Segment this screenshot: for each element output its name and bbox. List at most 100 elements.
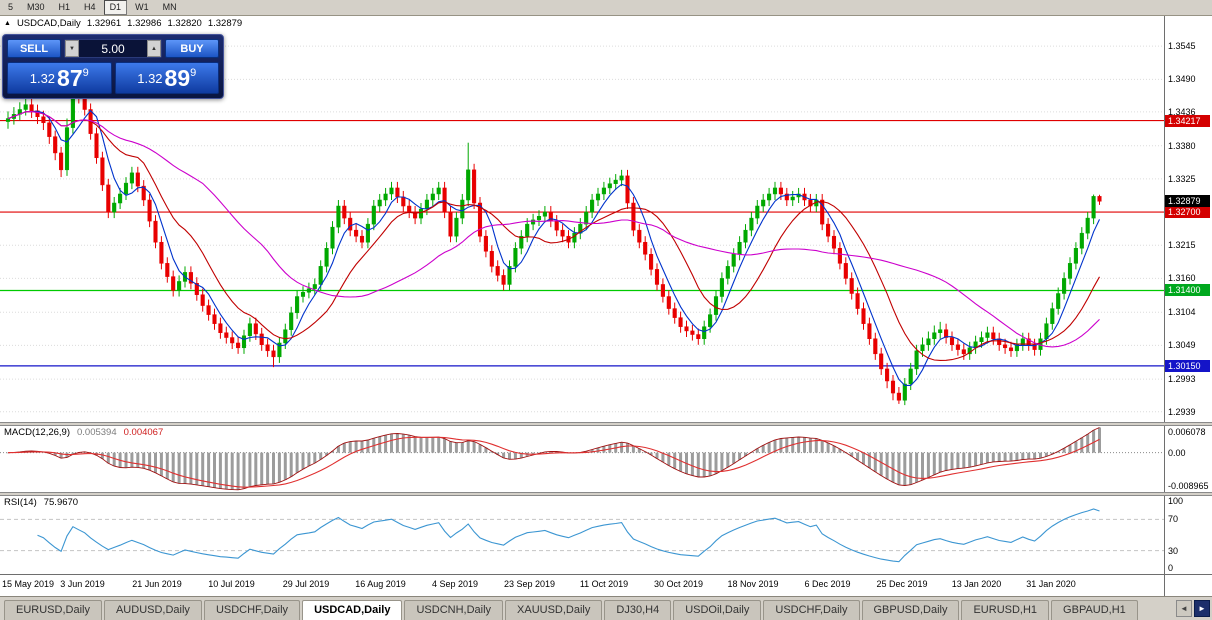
buy-button[interactable]: BUY — [165, 39, 219, 58]
macd-axis-label: 0.00 — [1168, 447, 1186, 458]
macd-axis[interactable]: 0.006078 0.00 -0.008965 — [1165, 426, 1211, 492]
volume-increase-icon[interactable]: ▲ — [147, 40, 161, 57]
tab-scroll-left-icon[interactable]: ◄ — [1176, 600, 1192, 617]
hline-price-tag: 1.30150 — [1165, 359, 1210, 372]
macd-canvas — [0, 427, 1164, 491]
date-label: 4 Sep 2019 — [431, 579, 479, 589]
chart-tab-eurusd-h1[interactable]: EURUSD,H1 — [961, 600, 1050, 620]
rsi-name: RSI(14) — [4, 497, 37, 508]
hline-price-tag: 1.31400 — [1165, 284, 1210, 297]
chart-tab-gbpusd-daily[interactable]: GBPUSD,Daily — [861, 600, 960, 620]
rsi-label: RSI(14) 75.9670 — [4, 497, 78, 508]
price-axis-label: 1.3215 — [1168, 240, 1196, 251]
timeframe-button-d1[interactable]: D1 — [103, 0, 128, 15]
rsi-chart[interactable]: RSI(14) 75.9670 — [0, 496, 1165, 574]
rsi-axis-label: 0 — [1168, 563, 1174, 573]
date-label: 3 Jun 2019 — [60, 579, 105, 589]
chart-tab-audusd-daily[interactable]: AUDUSD,Daily — [103, 600, 202, 620]
tab-scroll-right-icon[interactable]: ► — [1194, 600, 1210, 617]
chart-tab-eurusd-daily[interactable]: EURUSD,Daily — [4, 600, 102, 620]
hline-price-tag: 1.32700 — [1165, 206, 1210, 219]
chart-tab-usdchf-daily[interactable]: USDCHF,Daily — [763, 600, 860, 620]
macd-indicator-pane: MACD(12,26,9) 0.005394 0.004067 0.006078… — [0, 426, 1212, 492]
rsi-axis-label: 100 — [1168, 496, 1184, 506]
price-axis-label: 1.2993 — [1168, 374, 1196, 385]
buy-price-button[interactable]: 1.32 89 9 — [114, 62, 219, 94]
date-label: 18 Nov 2019 — [727, 579, 779, 589]
chart-tab-usdoil-daily[interactable]: USDOil,Daily — [673, 600, 762, 620]
time-axis[interactable]: 15 May 2019 3 Jun 2019 21 Jun 2019 10 Jul 2… — [0, 575, 1165, 596]
sell-price-button[interactable]: 1.32 87 9 — [7, 62, 112, 94]
date-label: 23 Sep 2019 — [503, 579, 556, 589]
candlestick-canvas — [0, 45, 1164, 413]
ohlc-close-value: 1.32879 — [207, 18, 243, 29]
axis-corner — [1165, 575, 1211, 596]
rsi-axis-label: 70 — [1168, 514, 1179, 525]
timeframe-button-m30[interactable]: M30 — [21, 0, 51, 15]
macd-pane-splitter[interactable] — [0, 422, 1212, 426]
buy-price-pips: 89 — [164, 64, 191, 91]
date-label: 29 Jul 2019 — [282, 579, 330, 589]
sell-price-base: 1.32 — [29, 70, 56, 86]
volume-value[interactable]: 5.00 — [101, 41, 125, 56]
buy-price-point: 9 — [190, 67, 197, 79]
price-axis-label: 1.3325 — [1168, 173, 1196, 184]
macd-signal-value: 0.004067 — [123, 427, 164, 438]
rsi-axis-label: 30 — [1168, 545, 1179, 556]
chart-tab-usdcnh-daily[interactable]: USDCNH,Daily — [404, 600, 504, 620]
price-axis[interactable]: 1.35451.34901.34361.33801.33251.32701.32… — [1165, 16, 1211, 422]
chart-tab-dj30-h4[interactable]: DJ30,H4 — [604, 600, 672, 620]
macd-axis-label: -0.008965 — [1168, 481, 1209, 491]
rsi-canvas — [0, 508, 1164, 563]
time-axis-row: 15 May 2019 3 Jun 2019 21 Jun 2019 10 Jul 2… — [0, 574, 1212, 596]
trade-panel-prices-row: 1.32 87 9 1.32 89 9 — [7, 62, 219, 94]
price-axis-label: 1.3104 — [1168, 307, 1196, 318]
price-axis-label: 1.3380 — [1168, 140, 1196, 151]
current-price-tag: 1.32879 — [1165, 195, 1210, 208]
collapse-triangle-icon[interactable]: ▲ — [4, 19, 11, 27]
volume-stepper[interactable]: ▼ 5.00 ▲ — [64, 39, 162, 58]
timeframe-button-h1[interactable]: H1 — [52, 0, 77, 15]
price-axis-label: 1.3160 — [1168, 273, 1196, 284]
macd-axis-label: 0.006078 — [1168, 427, 1206, 437]
date-label: 31 Jan 2020 — [1026, 579, 1076, 589]
price-axis-label: 1.3049 — [1168, 340, 1196, 351]
chart-window: ▲ USDCAD,Daily 1.32961 1.32986 1.32820 1… — [0, 16, 1212, 596]
rsi-indicator-pane: RSI(14) 75.9670 100 70 30 0 — [0, 496, 1212, 574]
price-axis-label: 1.3436 — [1168, 106, 1196, 117]
volume-decrease-icon[interactable]: ▼ — [65, 40, 79, 57]
chart-tabs: EURUSD,Daily AUDUSD,Daily USDCHF,Daily USDC… — [2, 600, 1138, 620]
trade-panel-controls-row: SELL ▼ 5.00 ▲ BUY — [7, 39, 219, 58]
chart-tab-gbpaud-h1[interactable]: GBPAUD,H1 — [1051, 600, 1138, 620]
macd-main-value: 0.005394 — [77, 427, 117, 438]
timeframe-button-5[interactable]: 5 — [2, 0, 20, 15]
timeframe-button-h4[interactable]: H4 — [78, 0, 102, 15]
chart-symbol-label: USDCAD,Daily — [16, 18, 81, 29]
rsi-axis[interactable]: 100 70 30 0 — [1165, 496, 1211, 574]
date-label: 25 Dec 2019 — [876, 579, 928, 589]
macd-label: MACD(12,26,9) 0.005394 0.004067 — [4, 427, 163, 438]
chart-tab-usdcad-daily[interactable]: USDCAD,Daily — [302, 600, 403, 620]
ohlc-low-value: 1.32820 — [167, 18, 202, 29]
date-label: 13 Jan 2020 — [951, 579, 1002, 589]
main-chart-pane: ▲ USDCAD,Daily 1.32961 1.32986 1.32820 1… — [0, 16, 1212, 422]
date-label: 15 May 2019 — [2, 579, 55, 589]
date-label: 21 Jun 2019 — [132, 579, 182, 589]
timeframe-button-mn[interactable]: MN — [156, 0, 183, 15]
hline-price-tag: 1.34217 — [1165, 114, 1210, 127]
chart-tab-xauusd-daily[interactable]: XAUUSD,Daily — [505, 600, 603, 620]
one-click-trading-panel: SELL ▼ 5.00 ▲ BUY 1.32 87 9 — [2, 34, 224, 99]
date-label: 30 Oct 2019 — [653, 579, 704, 589]
price-axis-label: 1.3490 — [1168, 74, 1196, 85]
timeframe-button-w1[interactable]: W1 — [129, 0, 155, 15]
chart-tab-bar: EURUSD,Daily AUDUSD,Daily USDCHF,Daily USDC… — [0, 596, 1212, 620]
chart-tab-usdchf-daily[interactable]: USDCHF,Daily — [203, 600, 301, 620]
rsi-pane-splitter[interactable] — [0, 492, 1212, 496]
ohlc-high-value: 1.32986 — [127, 18, 162, 29]
price-axis-label: 1.2939 — [1168, 406, 1196, 417]
sell-button[interactable]: SELL — [7, 39, 61, 58]
price-chart[interactable]: ▲ USDCAD,Daily 1.32961 1.32986 1.32820 1… — [0, 16, 1165, 422]
macd-chart[interactable]: MACD(12,26,9) 0.005394 0.004067 — [0, 426, 1165, 492]
rsi-value: 75.9670 — [43, 497, 79, 508]
